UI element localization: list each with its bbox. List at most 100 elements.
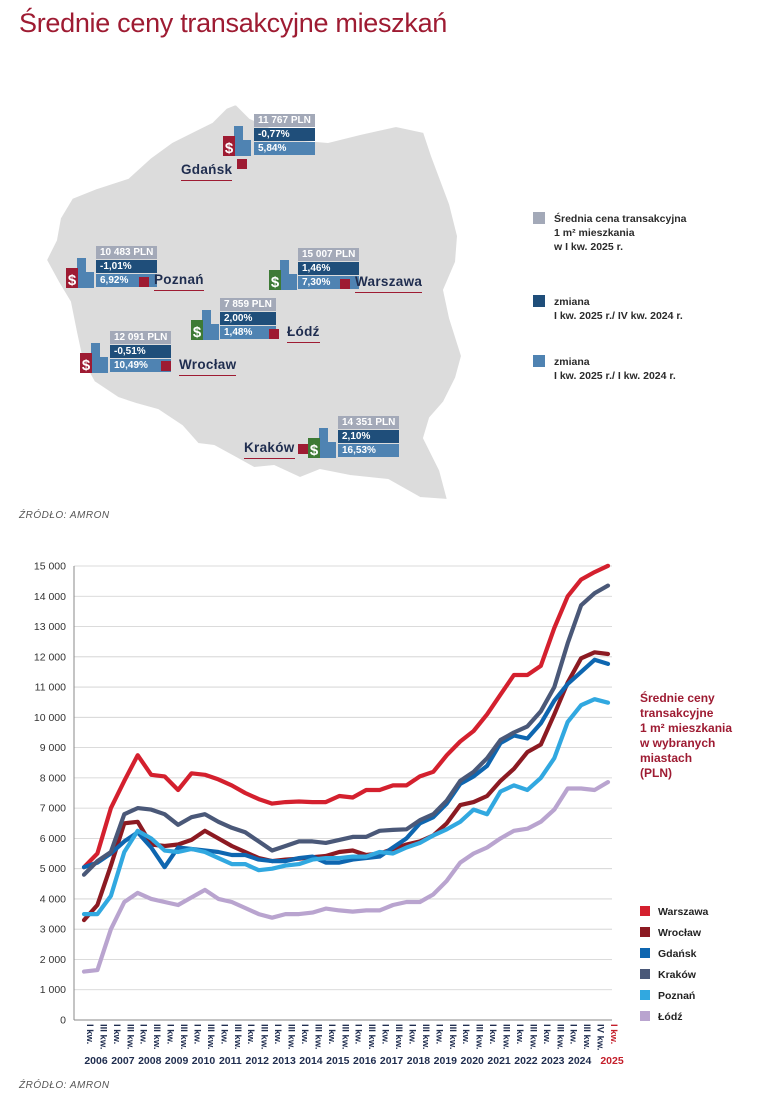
city-price: 10 483 PLN bbox=[96, 246, 158, 259]
y-tick-label: 4 000 bbox=[40, 893, 66, 905]
side-title-line: w wybranych bbox=[640, 736, 716, 750]
x-tick-label: I kw. bbox=[353, 1024, 364, 1044]
x-tick-label: III kw. bbox=[393, 1024, 404, 1050]
city-marker-lodz bbox=[269, 329, 279, 339]
y-tick-label: 3 000 bbox=[40, 924, 66, 936]
city-qoq: 1,46% bbox=[298, 262, 360, 275]
year-label: 2006 bbox=[84, 1055, 108, 1067]
legend-label: Warszawa bbox=[658, 906, 709, 918]
city-label-warszawa: Warszawa bbox=[355, 274, 423, 293]
side-title-line: miastach bbox=[640, 751, 693, 765]
city-yoy: 5,84% bbox=[254, 142, 315, 155]
legend-price-line: Średnia cena transakcyjna bbox=[554, 213, 687, 225]
svg-text:$: $ bbox=[193, 324, 202, 341]
x-tick-label: I kw. bbox=[326, 1024, 337, 1044]
legend-label: Gdańsk bbox=[658, 948, 697, 960]
year-label: 2011 bbox=[219, 1055, 242, 1067]
x-tick-label: I kw. bbox=[245, 1024, 256, 1044]
year-label: 2015 bbox=[326, 1055, 350, 1067]
legend-yoy-line: I kw. 2025 r./ I kw. 2024 r. bbox=[554, 370, 676, 382]
x-tick-label: I kw. bbox=[608, 1024, 619, 1044]
city-qoq: -0,77% bbox=[254, 128, 315, 141]
x-tick-label: III kw. bbox=[447, 1024, 458, 1050]
legend-price-line: 1 m² mieszkania bbox=[554, 227, 635, 239]
x-tick-label: III kw. bbox=[581, 1024, 592, 1050]
x-tick-label: I kw. bbox=[514, 1024, 525, 1044]
building-dollar-icon: $ bbox=[269, 260, 297, 291]
chart-grid bbox=[73, 565, 612, 1021]
x-tick-label: III kw. bbox=[97, 1024, 108, 1050]
y-tick-label: 13 000 bbox=[34, 621, 66, 633]
x-tick-label: III kw. bbox=[527, 1024, 538, 1050]
y-tick-label: 6 000 bbox=[40, 833, 66, 845]
series-line-gdańsk bbox=[81, 657, 611, 870]
x-tick-label: III kw. bbox=[205, 1024, 216, 1050]
x-axis-ticks: I kw. III kw. I kw. III kw. I kw. III kw. I kw… bbox=[84, 1024, 624, 1067]
year-label: 2024 bbox=[568, 1055, 592, 1067]
city-qoq: 2,00% bbox=[220, 312, 276, 325]
legend-item-kraków: Kraków bbox=[640, 969, 696, 981]
legend-qoq-line: zmiana bbox=[554, 296, 590, 308]
legend-item-gdańsk: Gdańsk bbox=[640, 948, 697, 960]
legend-swatch bbox=[640, 927, 650, 937]
y-tick-label: 5 000 bbox=[40, 863, 66, 875]
city-price: 14 351 PLN bbox=[338, 416, 400, 429]
x-tick-label: I kw. bbox=[272, 1024, 283, 1044]
city-info-warszawa: 15 007 PLN 1,46% 7,30% bbox=[298, 248, 360, 290]
year-label: 2018 bbox=[407, 1055, 431, 1067]
side-title-line: Średnie ceny bbox=[640, 691, 715, 705]
x-tick-label: III kw. bbox=[366, 1024, 377, 1050]
legend-yoy-line: zmiana bbox=[554, 356, 590, 368]
x-tick-label: III kw. bbox=[124, 1024, 135, 1050]
x-tick-label: III kw. bbox=[312, 1024, 323, 1050]
legend-item-poznań: Poznań bbox=[640, 990, 695, 1002]
source-top: ŹRÓDŁO: AMRON bbox=[19, 510, 110, 521]
legend-label: Kraków bbox=[658, 969, 696, 981]
city-yoy: 10,49% bbox=[110, 359, 172, 372]
side-title-line: 1 m² mieszkania bbox=[640, 721, 733, 735]
x-tick-label: I kw. bbox=[299, 1024, 310, 1044]
x-tick-label: III kw. bbox=[554, 1024, 565, 1050]
x-tick-label: III kw. bbox=[420, 1024, 431, 1050]
x-tick-label: I kw. bbox=[165, 1024, 176, 1044]
x-tick-label: I kw. bbox=[111, 1024, 122, 1044]
year-label: 2022 bbox=[514, 1055, 538, 1067]
source-bottom: ŹRÓDŁO: AMRON bbox=[19, 1080, 110, 1091]
legend-label: Wrocław bbox=[658, 927, 701, 939]
city-info-gdansk: 11 767 PLN -0,77% 5,84% bbox=[254, 114, 315, 156]
legend-swatch bbox=[640, 1011, 650, 1021]
legend-swatch bbox=[640, 948, 650, 958]
series-line-warszawa bbox=[81, 563, 611, 870]
city-qoq: 2,10% bbox=[338, 430, 400, 443]
year-label: 2023 bbox=[541, 1055, 565, 1067]
legend-swatch bbox=[640, 969, 650, 979]
city-price: 15 007 PLN bbox=[298, 248, 360, 261]
y-tick-label: 9 000 bbox=[40, 742, 66, 754]
city-marker-gdansk bbox=[237, 159, 247, 169]
x-tick-label: I kw. bbox=[406, 1024, 417, 1044]
x-tick-label: III kw. bbox=[501, 1024, 512, 1050]
x-tick-label: I kw. bbox=[84, 1024, 95, 1044]
x-tick-label: III kw. bbox=[474, 1024, 485, 1050]
y-tick-label: 1 000 bbox=[40, 984, 66, 996]
year-label: 2025 bbox=[600, 1055, 624, 1067]
city-marker-wroclaw bbox=[161, 361, 171, 371]
city-label-wroclaw: Wrocław bbox=[179, 357, 237, 376]
x-tick-label: III kw. bbox=[178, 1024, 189, 1050]
svg-text:$: $ bbox=[310, 442, 319, 459]
city-qoq: -1,01% bbox=[96, 260, 158, 273]
city-info-wroclaw: 12 091 PLN -0,51% 10,49% bbox=[110, 331, 172, 373]
y-tick-label: 15 000 bbox=[34, 561, 66, 573]
year-label: 2008 bbox=[138, 1055, 162, 1067]
building-dollar-icon: $ bbox=[191, 310, 219, 341]
city-marker-poznan bbox=[139, 277, 149, 287]
x-tick-label: IV kw. bbox=[595, 1024, 606, 1051]
x-tick-label: III kw. bbox=[259, 1024, 270, 1050]
side-title-line: (PLN) bbox=[640, 766, 672, 780]
city-label-krakow: Kraków bbox=[244, 440, 295, 459]
city-price: 7 859 PLN bbox=[220, 298, 276, 311]
y-tick-label: 12 000 bbox=[34, 651, 66, 663]
series-line-łódź bbox=[81, 780, 611, 974]
x-tick-label: I kw. bbox=[487, 1024, 498, 1044]
